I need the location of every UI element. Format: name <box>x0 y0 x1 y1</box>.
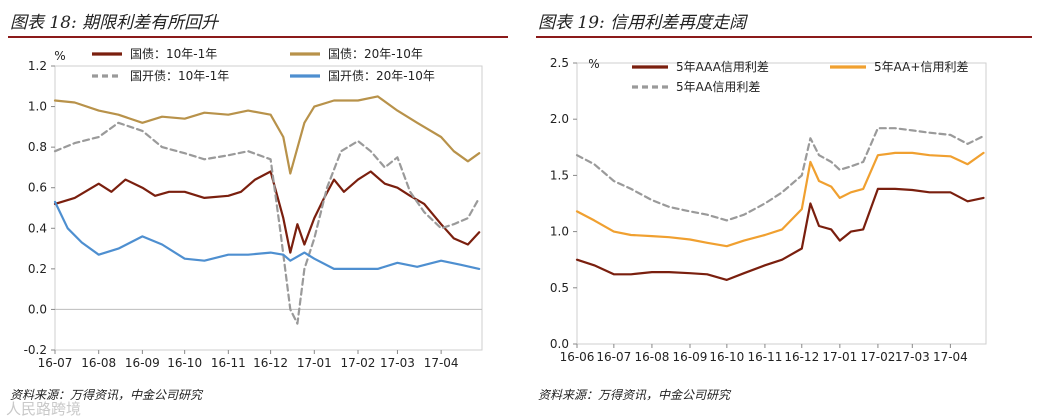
x-tick-label: 17-01 <box>822 350 857 364</box>
x-tick-label: 16-06 <box>560 350 595 364</box>
x-tick-label: 16-10 <box>709 350 744 364</box>
y-tick-label: 1.2 <box>28 59 47 73</box>
legend-label: 国开债：10年-1年 <box>130 69 229 83</box>
x-tick-label: 16-10 <box>167 356 202 370</box>
source-note: 资料来源：万得资讯，中金公司研究 <box>10 388 203 402</box>
chart-canvas: 2.52.01.51.00.50.016-06 16-07 16-08 16-09 16… <box>550 56 987 364</box>
y-tick-label: 0.2 <box>28 262 47 276</box>
plot-frame <box>54 65 483 351</box>
chart-panel-term-spread: 图表 18: 期限利差有所回升 1.2 1.0 0.8 0.6 0.4 0.2 0.0 -0.… <box>0 0 515 419</box>
chart-panel-credit-spread: 图表 19: 信用利差再度走阔 2.5 2.0 1.5 1.0 0.5 0.0 16-06 1… <box>528 0 1040 419</box>
series-line-2 <box>575 151 985 248</box>
x-tick-label: 16-11 <box>747 350 782 364</box>
x-tick-label: 17-03 <box>380 356 415 370</box>
x-tick-label: 16-07 <box>596 350 631 364</box>
y-tick-label: 2.0 <box>550 112 569 126</box>
series-line-2 <box>53 95 481 175</box>
legend-label: 5年AA信用利差 <box>676 80 760 94</box>
x-tick-label: 17-01 <box>297 356 332 370</box>
x-tick-label: 16-08 <box>634 350 669 364</box>
watermark: 人民路跨境 <box>6 400 82 418</box>
series-line-3 <box>53 121 481 325</box>
title-rule <box>8 36 508 38</box>
x-tick-label: 17-02 <box>860 350 895 364</box>
y-tick-label: 1.0 <box>28 100 47 114</box>
y-unit-label: % <box>588 57 599 71</box>
legend-label: 国债：20年-10年 <box>328 47 423 61</box>
y-tick-label: -0.2 <box>24 343 47 357</box>
y-tick-label: 2.5 <box>550 56 569 70</box>
y-tick-label: 0.0 <box>28 302 47 316</box>
source-note: 资料来源：万得资讯，中金公司研究 <box>538 388 731 402</box>
x-tick-label: 16-09 <box>125 356 160 370</box>
series-line-1 <box>575 187 985 281</box>
title-rule <box>536 36 1032 38</box>
series-line-3 <box>575 127 985 222</box>
chart-title: 图表 19: 信用利差再度走阔 <box>538 13 747 33</box>
legend-label: 国债：10年-1年 <box>130 47 217 61</box>
y-tick-label: 0.6 <box>28 181 47 195</box>
x-tick-label: 16-12 <box>253 356 288 370</box>
series-line-1 <box>53 170 481 254</box>
legend-label: 5年AAA信用利差 <box>676 60 769 74</box>
y-tick-label: 0.8 <box>28 140 47 154</box>
y-tick-label: 1.5 <box>550 168 569 182</box>
x-tick-label: 16-07 <box>38 356 73 370</box>
legend-label: 5年AA+信用利差 <box>874 60 968 74</box>
chart-canvas: 1.2 1.0 0.8 0.6 0.4 0.2 0.0 -0.216-07 16-08 16-09… <box>24 47 483 370</box>
x-tick-label: 16-12 <box>784 350 819 364</box>
y-tick-label: 0.5 <box>550 281 569 295</box>
chart-title: 图表 18: 期限利差有所回升 <box>10 13 219 33</box>
y-tick-label: 0.0 <box>550 337 569 351</box>
plot-frame <box>576 62 987 345</box>
y-unit-label: % <box>54 49 65 63</box>
x-tick-label: 16-09 <box>673 350 708 364</box>
y-tick-label: 0.4 <box>28 221 47 235</box>
series-line-4 <box>53 200 481 270</box>
y-tick-label: 1.0 <box>550 225 569 239</box>
x-tick-label: 17-02 <box>341 356 376 370</box>
legend-label: 国开债：20年-10年 <box>328 69 435 83</box>
x-tick-label: 16-11 <box>211 356 246 370</box>
x-tick-label: 17-03 <box>895 350 930 364</box>
x-tick-label: 16-08 <box>81 356 116 370</box>
x-tick-label: 17-04 <box>424 356 459 370</box>
x-tick-label: 17-04 <box>933 350 968 364</box>
